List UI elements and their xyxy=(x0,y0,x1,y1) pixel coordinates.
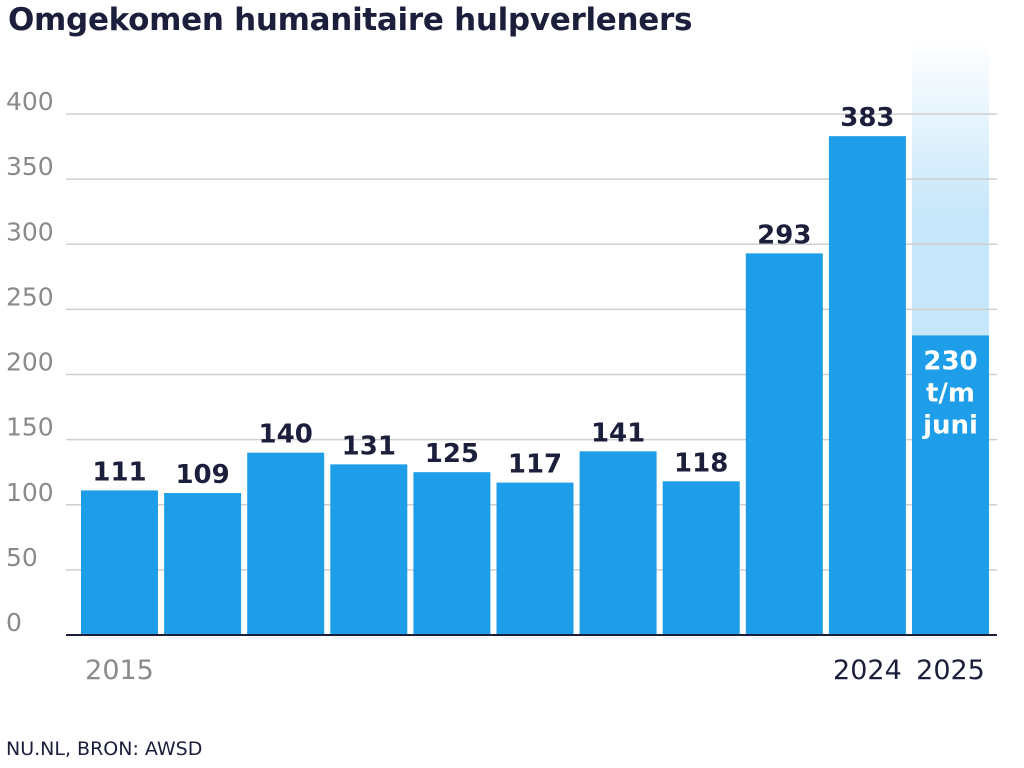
bar xyxy=(745,253,823,635)
data-label: 125 xyxy=(425,439,479,469)
chart-title: Omgekomen humanitaire hulpverleners xyxy=(8,2,693,38)
bars xyxy=(81,136,989,635)
x-tick-labels: 2015 2024 2025 xyxy=(85,655,985,686)
x-tick-label: 2015 xyxy=(85,655,154,686)
bar xyxy=(247,452,325,635)
bar xyxy=(828,136,906,635)
data-label: 117 xyxy=(508,450,562,480)
bar xyxy=(81,490,158,635)
y-tick-label: 50 xyxy=(6,543,38,572)
y-tick-labels: 0 50 100 150 200 250 300 350 400 xyxy=(6,87,54,637)
data-label: 109 xyxy=(175,460,229,490)
y-tick-label: 100 xyxy=(6,478,54,507)
y-tick-label: 250 xyxy=(6,282,54,311)
data-label: 140 xyxy=(259,420,313,450)
bar xyxy=(579,451,657,635)
data-label: 111 xyxy=(92,457,146,487)
bar xyxy=(330,464,408,635)
y-tick-label: 150 xyxy=(6,413,54,442)
y-tick-label: 400 xyxy=(6,87,54,116)
x-tick-label: 2024 xyxy=(833,655,902,686)
bar xyxy=(912,335,989,635)
bar xyxy=(164,493,242,635)
y-tick-label: 300 xyxy=(6,217,54,246)
y-tick-label: 350 xyxy=(6,152,54,181)
source-credit: NU.NL, BRON: AWSD xyxy=(6,738,203,760)
bar xyxy=(662,481,740,635)
data-label: 141 xyxy=(591,418,645,448)
x-tick-label: 2025 xyxy=(916,655,985,686)
y-tick-label: 200 xyxy=(6,348,54,377)
bar xyxy=(413,472,491,635)
data-label: 383 xyxy=(840,103,894,133)
data-label: 118 xyxy=(674,448,728,478)
data-label: 293 xyxy=(757,220,811,250)
data-label: 230 t/m juni xyxy=(922,346,978,440)
bar xyxy=(496,482,574,635)
y-tick-label: 0 xyxy=(6,608,22,637)
data-label: 131 xyxy=(342,431,396,461)
data-labels: 111 109 140 131 125 117 141 118 293 383 230 t/m juni xyxy=(92,103,978,490)
